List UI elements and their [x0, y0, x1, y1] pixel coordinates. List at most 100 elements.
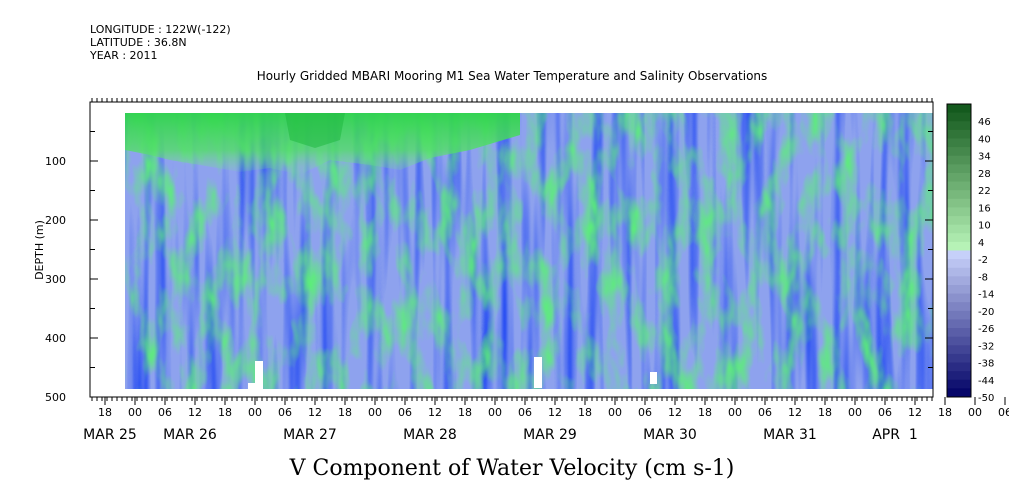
x-date-label: MAR 25: [83, 427, 137, 443]
x-hour-label: 06: [398, 406, 412, 419]
y-axis-ticks: [90, 131, 98, 398]
colorbar-bin: [947, 336, 971, 346]
chart-title: Hourly Gridded MBARI Mooring M1 Sea Wate…: [257, 69, 768, 83]
x-date-label: MAR 29: [523, 427, 577, 443]
colorbar-label: 4: [978, 238, 984, 249]
x-hour-label: 00: [128, 406, 142, 419]
x-hour-label: 06: [518, 406, 532, 419]
x-hour-label: 06: [278, 406, 292, 419]
x-hour-label: 18: [218, 406, 232, 419]
colorbar-label: -26: [978, 324, 994, 335]
x-hour-label: 00: [848, 406, 862, 419]
right-axis-ticks: [925, 131, 933, 398]
colorbar-label: 46: [978, 117, 991, 128]
surface-green-band-dark: [285, 113, 345, 148]
y-tick-label: 500: [45, 391, 66, 404]
x-hour-label: 06: [638, 406, 652, 419]
x-hour-label: 00: [968, 406, 982, 419]
colorbar-bin: [947, 371, 971, 381]
colorbar-label: -32: [978, 341, 994, 352]
x-hour-label: 12: [308, 406, 322, 419]
top-axis-ticks: [91, 98, 933, 102]
colorbar-label: -14: [978, 290, 994, 301]
missing-data-gaps: [248, 357, 657, 389]
x-hour-label: 12: [668, 406, 682, 419]
missing-data-gap: [255, 361, 263, 389]
colorbar-bin: [947, 345, 971, 355]
colorbar-frame: [946, 103, 972, 398]
colorbar-label: -44: [978, 376, 994, 387]
colorbar-bin: [947, 353, 971, 364]
x-date-label: MAR 31: [763, 427, 817, 443]
colorbar-bin: [947, 388, 971, 398]
x-date-label: APR 1: [872, 427, 918, 443]
colorbar-bin: [947, 216, 971, 226]
x-hour-label: 18: [458, 406, 472, 419]
x-hour-label: 18: [578, 406, 592, 419]
colorbar-bin: [947, 181, 971, 191]
x-hour-label: 18: [818, 406, 832, 419]
colorbar-bin: [947, 224, 971, 234]
colorbar-bin: [947, 207, 971, 217]
latitude-label: LATITUDE : 36.8N: [90, 36, 187, 49]
colorbar: [946, 103, 972, 398]
missing-data-gap: [650, 372, 657, 384]
colorbar-label: -2: [978, 255, 988, 266]
colorbar-bin: [947, 241, 971, 251]
colorbar-bin: [947, 302, 971, 312]
x-hour-label: 00: [608, 406, 622, 419]
x-hour-label: 06: [998, 406, 1009, 419]
colorbar-label: 22: [978, 186, 991, 197]
colorbar-labels: 46 40 34 28 22 16 10 4 -2 -8 -14 -20 -26 -32 -38 -44 -50: [978, 117, 994, 404]
y-tick-label: 200: [45, 214, 66, 227]
colorbar-bin: [947, 138, 971, 148]
x-hour-labels: 18 00 06 12 18 00 06 12 18 00 06 12 18 00 06 12 18 00 06 12…: [98, 406, 1009, 419]
x-hour-label: 00: [488, 406, 502, 419]
colorbar-bin: [947, 379, 971, 389]
colorbar-bin: [947, 112, 971, 122]
colorbar-label: -50: [978, 393, 994, 404]
colorbar-bin: [947, 172, 971, 183]
y-tick-labels: 100 200 300 400 500: [45, 155, 66, 404]
x-date-label: MAR 30: [643, 427, 697, 443]
x-hour-label: 12: [428, 406, 442, 419]
x-hour-label: 18: [938, 406, 952, 419]
colorbar-bin: [947, 293, 971, 303]
x-hour-label: 00: [728, 406, 742, 419]
colorbar-bin: [947, 310, 971, 320]
colorbar-bin: [947, 250, 971, 260]
colorbar-label: 34: [978, 152, 991, 163]
x-hour-label: 12: [788, 406, 802, 419]
x-date-label: MAR 28: [403, 427, 457, 443]
colorbar-bin: [947, 259, 971, 269]
x-hour-label: 06: [878, 406, 892, 419]
colorbar-label: 28: [978, 169, 991, 180]
colorbar-bin: [947, 164, 971, 174]
x-hour-label: 12: [188, 406, 202, 419]
x-hour-label: 00: [248, 406, 262, 419]
x-date-labels: MAR 25 MAR 26 MAR 27 MAR 28 MAR 29 MAR 30 MAR …: [83, 427, 918, 443]
x-hour-label: 00: [368, 406, 382, 419]
x-hour-label: 06: [758, 406, 772, 419]
x-date-label: MAR 27: [283, 427, 337, 443]
colorbar-label: -38: [978, 359, 994, 370]
longitude-label: LONGITUDE : 122W(-122): [90, 23, 231, 36]
colorbar-bin: [947, 362, 971, 372]
colorbar-bin: [947, 198, 971, 208]
colorbar-bin: [947, 284, 971, 295]
y-tick-label: 300: [45, 273, 66, 286]
colorbar-label: -20: [978, 307, 994, 318]
colorbar-bin: [947, 129, 971, 139]
colorbar-bin: [947, 328, 971, 338]
x-hour-label: 18: [98, 406, 112, 419]
colorbar-bin: [947, 104, 971, 114]
colorbar-label: 16: [978, 203, 991, 214]
colorbar-bin: [947, 276, 971, 286]
year-label: YEAR : 2011: [89, 49, 158, 62]
x-hour-label: 12: [548, 406, 562, 419]
x-date-label: MAR 26: [163, 427, 217, 443]
y-tick-label: 400: [45, 332, 66, 345]
missing-data-gap: [534, 357, 542, 388]
x-hour-label: 12: [908, 406, 922, 419]
